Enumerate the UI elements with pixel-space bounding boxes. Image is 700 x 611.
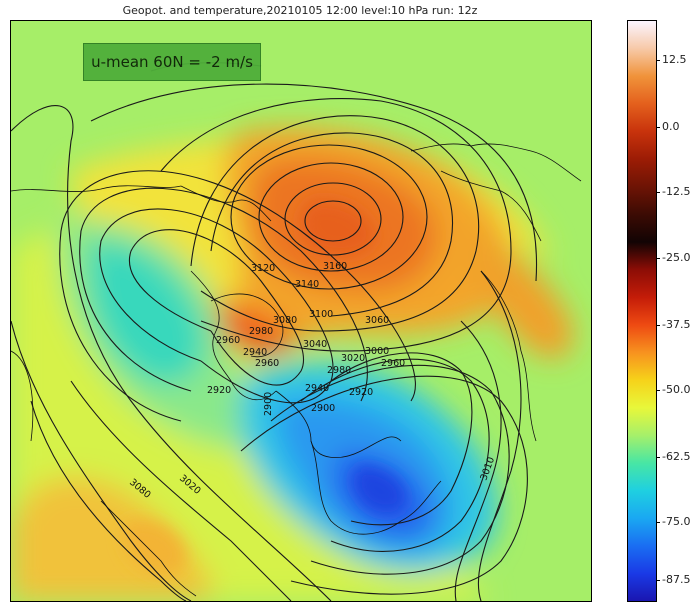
colorbar-tick: -75.0 xyxy=(656,515,690,528)
colorbar-tick: -62.5 xyxy=(656,450,690,463)
map-title: Geopot. and temperature,20210105 12:00 l… xyxy=(122,4,478,17)
colorbar-gradient xyxy=(628,21,656,601)
contour-label: 2900 xyxy=(311,403,335,414)
colorbar-fill xyxy=(628,21,656,601)
colorbar-ticks: 12.5 0.0 -12.5 -25.0 -37.5 -50.0 -62.5 -… xyxy=(656,20,700,600)
contour-label: 3120 xyxy=(251,263,275,274)
temperature-colorbar xyxy=(627,20,657,602)
contour-label: 3060 xyxy=(365,315,389,326)
contour-label: 3160 xyxy=(323,261,347,272)
colorbar-tick: -25.0 xyxy=(656,251,690,264)
contour-label: 3080 xyxy=(273,315,297,326)
contour-label: 2920 xyxy=(349,387,373,398)
contour-label: 3100 xyxy=(309,309,333,320)
contour-label: 2940 xyxy=(243,347,267,358)
contour-label: 3040 xyxy=(303,339,327,350)
contour-label: 3020 xyxy=(341,353,365,364)
contour-label: 2980 xyxy=(327,365,351,376)
coastlines xyxy=(11,143,582,597)
colorbar-tick: 0.0 xyxy=(656,120,680,133)
contour-label: 2960 xyxy=(255,358,279,369)
geopotential-map: 3160 3140 3120 3100 3080 3060 3040 3020 … xyxy=(11,21,591,601)
colorbar-tick: -87.5 xyxy=(656,573,690,586)
colorbar-tick: 12.5 xyxy=(656,53,687,66)
temperature-detail xyxy=(123,200,406,575)
contour-label: 2960 xyxy=(381,358,405,369)
colorbar-tick: -37.5 xyxy=(656,318,690,331)
geopotential-contours xyxy=(11,62,538,601)
colorbar-tick: -50.0 xyxy=(656,383,690,396)
colorbar-tick: -12.5 xyxy=(656,185,690,198)
contour-label: 2980 xyxy=(249,326,273,337)
contour-label: 2940 xyxy=(305,383,329,394)
contour-label: 3140 xyxy=(295,279,319,290)
contour-label: 2920 xyxy=(207,385,231,396)
contour-label: 2900 xyxy=(263,392,274,416)
contour-label: 3000 xyxy=(365,346,389,357)
u-mean-annotation: u-mean 60N = -2 m/s xyxy=(83,43,261,81)
map-panel: 3160 3140 3120 3100 3080 3060 3040 3020 … xyxy=(10,20,592,602)
contour-label: 2960 xyxy=(216,335,240,346)
